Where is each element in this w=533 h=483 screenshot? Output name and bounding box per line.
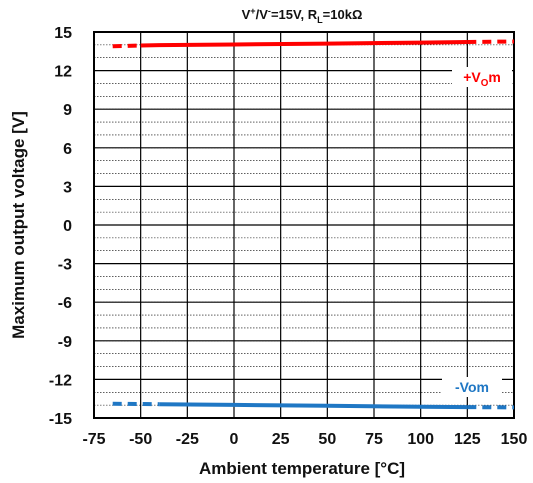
series-layer: +VOm -Vom	[112, 39, 515, 410]
y-tick-label: -3	[58, 257, 72, 274]
series-label-background	[452, 67, 512, 87]
major-gridlines	[93, 31, 515, 419]
x-tick-label: 125	[454, 431, 481, 448]
series-line-solid	[140, 40, 468, 48]
y-tick-label: 6	[63, 141, 72, 158]
series-label: +VOm	[463, 69, 501, 89]
y-axis-title: Maximum output voltage [V]	[9, 111, 28, 339]
x-tick-label: 75	[365, 431, 383, 448]
x-tick-label: 50	[318, 431, 336, 448]
chart-title: V+/V-=15V, RL=10kΩ	[242, 6, 363, 25]
y-tick-label: -15	[49, 411, 72, 428]
y-tick-label: -12	[49, 372, 72, 389]
y-tick-label: 3	[63, 179, 72, 196]
series-label-background	[442, 377, 502, 397]
series-line-solid	[159, 402, 468, 410]
y-tick-label: 12	[54, 64, 72, 81]
y-tick-label: 15	[54, 25, 72, 42]
x-tick-label: -50	[129, 431, 152, 448]
y-tick-label: -9	[58, 334, 72, 351]
series-negative-vom: -Vom	[112, 377, 515, 410]
x-tick-label: 25	[272, 431, 290, 448]
x-tick-label: 150	[501, 431, 528, 448]
series-line-dashed-high	[467, 39, 515, 44]
x-tick-label: 100	[407, 431, 434, 448]
series-line-dashed-low	[112, 43, 141, 49]
x-axis-title: Ambient temperature [°C]	[199, 459, 405, 478]
plot-area-frame	[93, 31, 515, 419]
series-label: -Vom	[455, 379, 489, 395]
x-tick-label: -25	[176, 431, 199, 448]
y-tick-label: 9	[63, 102, 72, 119]
x-tick-label: -75	[82, 431, 105, 448]
x-axis-tick-labels: -75 -50 -25 0 25 50 75 100 125 150	[82, 431, 527, 448]
y-tick-label: -6	[58, 295, 72, 312]
y-tick-label: 0	[63, 218, 72, 235]
series-positive-vom: +VOm	[112, 39, 515, 89]
x-tick-label: 0	[230, 431, 239, 448]
y-axis-tick-labels: 15 12 9 6 3 0 -3 -6 -9 -12 -15	[49, 25, 72, 428]
